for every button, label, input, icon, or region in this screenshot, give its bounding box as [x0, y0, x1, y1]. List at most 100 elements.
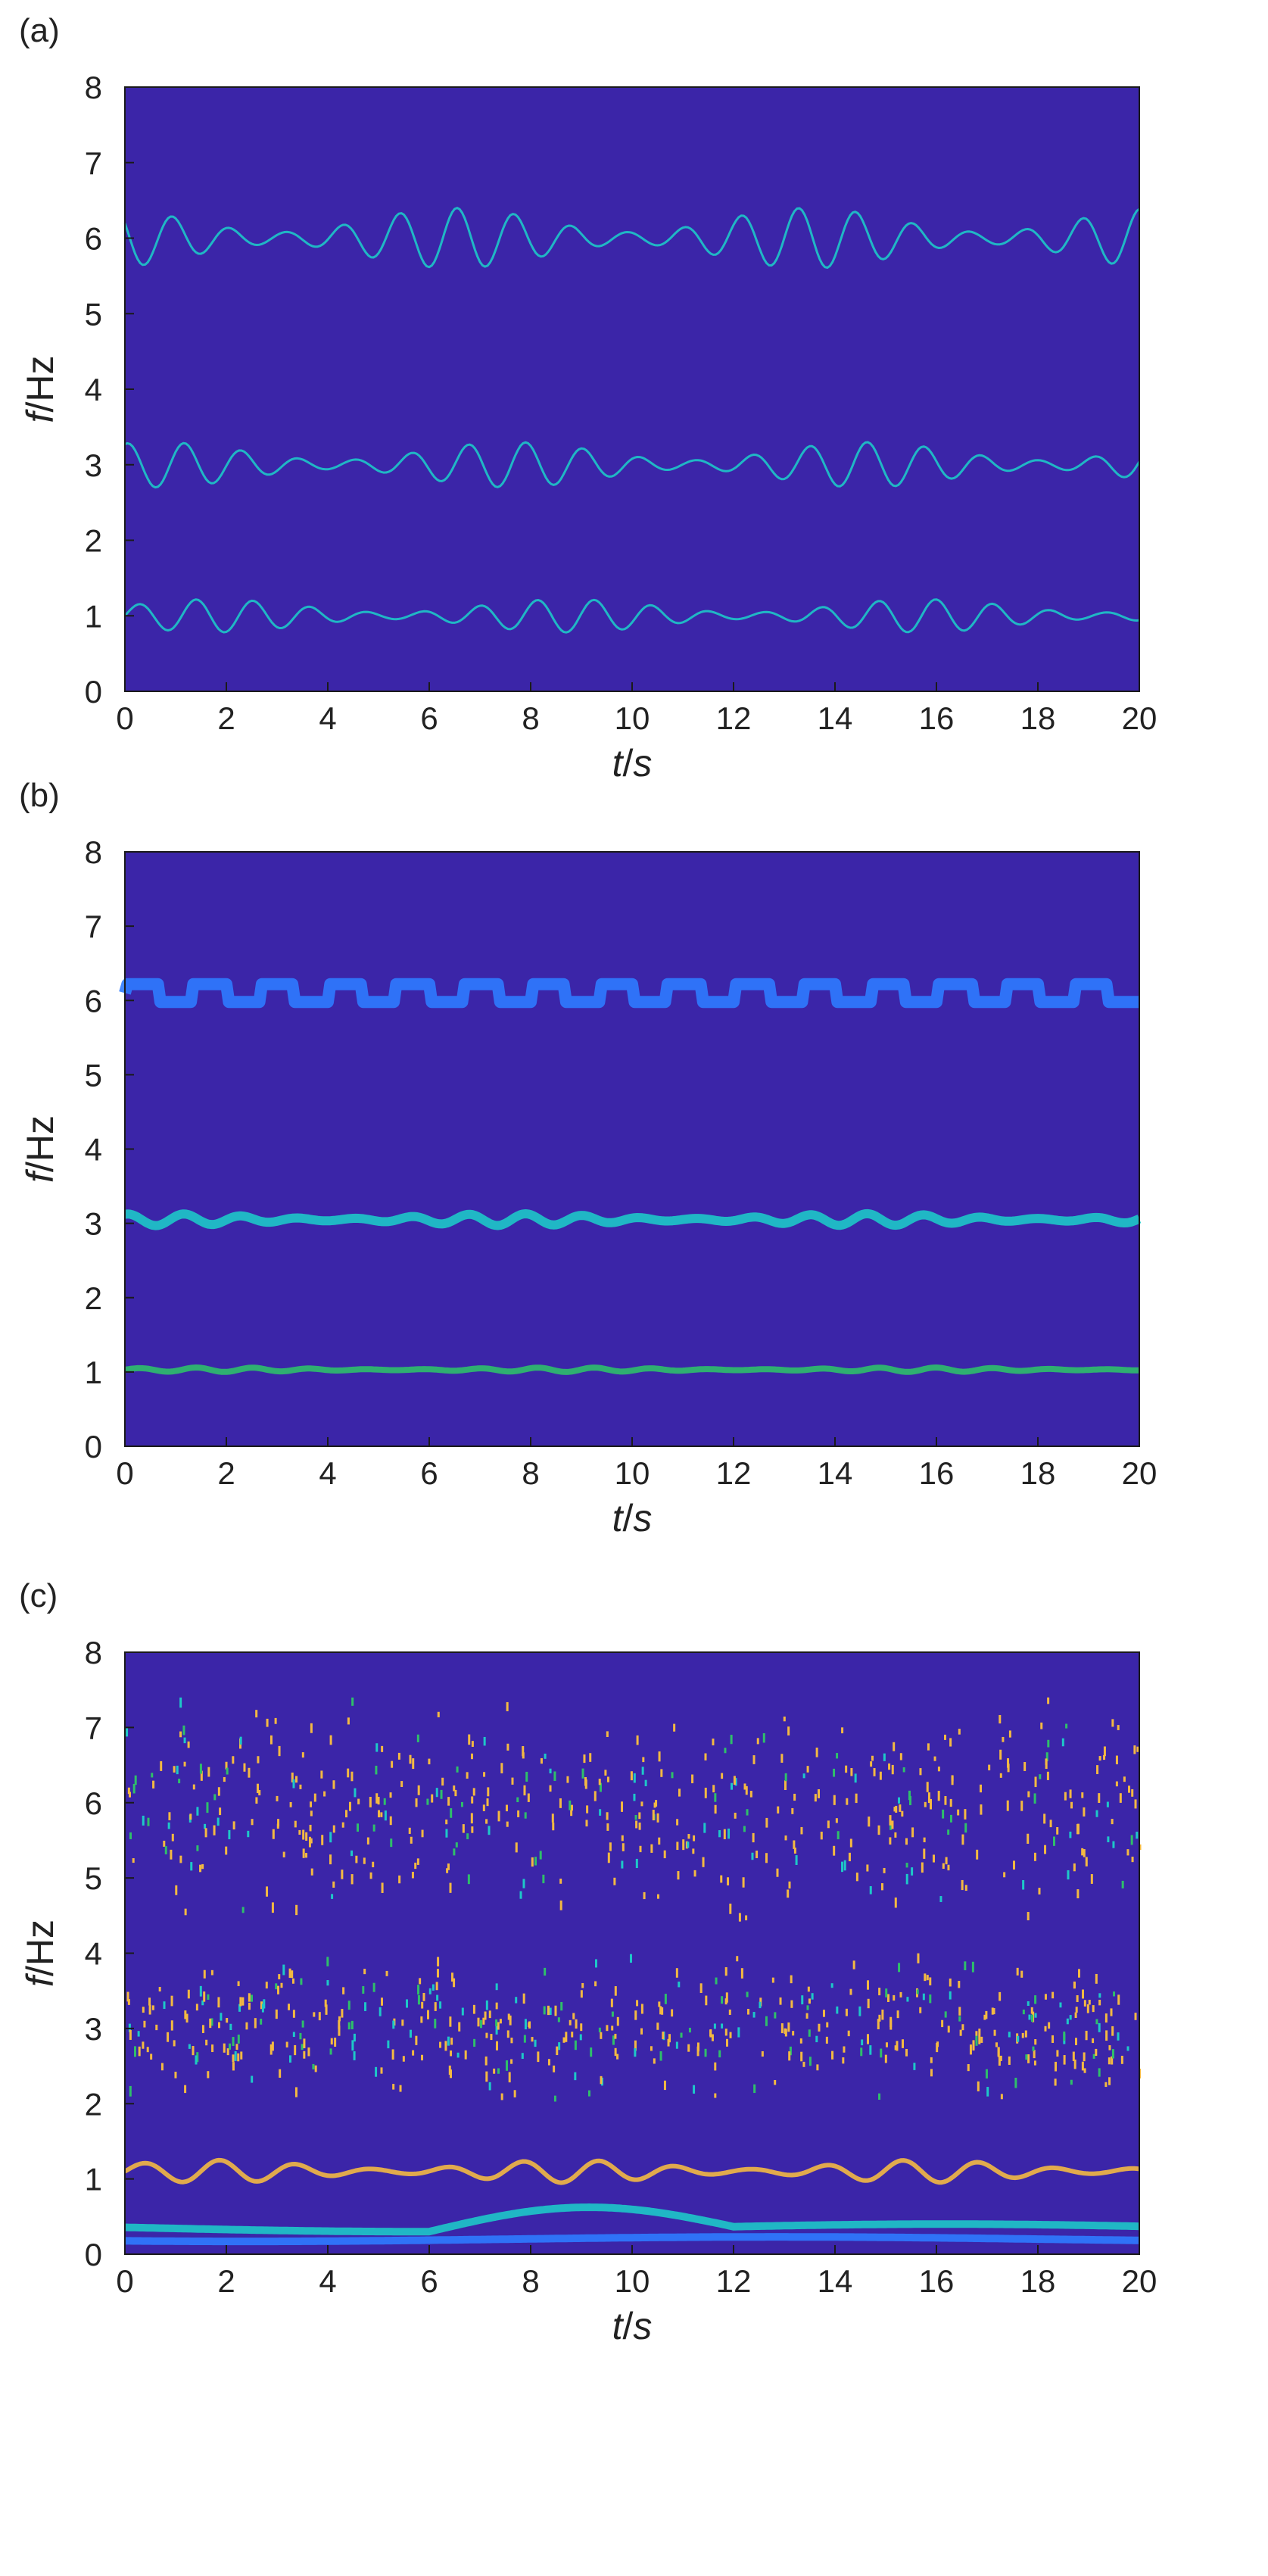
- ridge-dot: [870, 1761, 873, 1767]
- ridge-dot: [808, 2029, 811, 2037]
- y-tick-label: 5: [85, 1860, 102, 1896]
- y-tick-label: 6: [85, 983, 102, 1018]
- ridge-dot: [506, 1701, 509, 1711]
- ridge-dot: [917, 1953, 920, 1963]
- ridge-dot: [148, 2004, 151, 2015]
- ridge-dot: [959, 2029, 962, 2036]
- plot-area: [125, 852, 1139, 1446]
- ridge-dot: [1040, 1722, 1043, 1729]
- ridge-dot: [808, 2057, 812, 2066]
- ridge-dot: [495, 2045, 498, 2051]
- ridge-dot: [893, 1807, 896, 1812]
- ridge-dot: [392, 2084, 395, 2090]
- ridge-dot: [148, 1997, 151, 2006]
- ridge-dot: [142, 2007, 145, 2013]
- ridge-dot: [727, 1877, 730, 1885]
- ridge-dot: [964, 1809, 967, 1820]
- ridge-dot: [160, 1760, 163, 1771]
- ridge-dot: [380, 1997, 383, 2006]
- ridge-dot: [416, 1858, 419, 1865]
- ridge-dot: [282, 1851, 285, 1857]
- ridge-dot: [992, 2008, 995, 2015]
- ridge-dot: [1045, 1752, 1048, 1761]
- ridge-dot: [901, 1810, 904, 1817]
- ridge-dot: [606, 1731, 609, 1737]
- ridge-dot: [203, 1991, 206, 2002]
- ridge-dot: [942, 1809, 945, 1819]
- ridge-dot: [1043, 1813, 1046, 1824]
- ridge-dot: [621, 1860, 624, 1869]
- ridge-dot: [1095, 2048, 1098, 2057]
- ridge-dot: [456, 1766, 459, 1773]
- ridge-dot: [866, 1864, 869, 1872]
- ridge-dot: [606, 2025, 609, 2032]
- ridge-line: [123, 207, 1140, 269]
- plot-area: [125, 87, 1139, 691]
- y-tick-label: 5: [85, 296, 102, 332]
- ridge-dot: [416, 1734, 419, 1742]
- ridge-dot: [1059, 2002, 1062, 2008]
- ridge-dot: [183, 1737, 186, 1744]
- ridge-dot: [302, 1848, 305, 1858]
- ridge-dot: [291, 1772, 294, 1782]
- ridge-dot: [547, 2005, 550, 2016]
- ridge-dot: [1033, 1793, 1036, 1804]
- ridge-dot: [1073, 2059, 1076, 2069]
- ridge-dot: [991, 2007, 994, 2015]
- ridge-dot: [891, 1820, 894, 1829]
- y-tick-label: 1: [85, 2162, 102, 2197]
- ridge-dot: [342, 1987, 345, 1994]
- ridge-dot: [658, 2001, 661, 2007]
- ridge-dot: [310, 1868, 313, 1876]
- ridge-dot: [802, 1773, 805, 1779]
- ridge-dot: [310, 1838, 313, 1844]
- ridge-dot: [243, 1763, 246, 1772]
- x-tick-label: 8: [522, 700, 539, 736]
- ridge-dot: [1121, 1880, 1124, 1888]
- ridge-dot: [833, 1845, 836, 1856]
- ridge-dot: [483, 1736, 486, 1746]
- ridge-dot: [765, 2016, 768, 2026]
- ridge-dot: [237, 2053, 240, 2062]
- ridge-dot: [898, 1797, 901, 1804]
- ridge-dot: [868, 1817, 871, 1827]
- ridge-dot: [673, 1723, 676, 1732]
- ridge-dot: [310, 1810, 313, 1817]
- ridge-dot: [523, 1785, 526, 1796]
- ridge-dot: [957, 1809, 960, 1816]
- ridge-dot: [728, 2009, 731, 2015]
- ridge-dot: [338, 2016, 341, 2022]
- ridge-dot: [1056, 2050, 1059, 2057]
- ridge-dot: [505, 2060, 508, 2071]
- ridge-dot: [899, 1991, 902, 1997]
- ridge-dot: [473, 2038, 476, 2047]
- x-tick-label: 6: [420, 700, 438, 736]
- x-tick-label: 4: [319, 700, 336, 736]
- ridge-dot: [275, 1983, 278, 1990]
- ridge-dot: [199, 1985, 202, 1997]
- ridge-dot: [885, 2042, 888, 2047]
- ridge-dot: [1098, 1793, 1101, 1803]
- ridge-dot: [818, 2023, 821, 2032]
- ridge-dot: [1075, 2007, 1078, 2013]
- ridge-dot: [751, 1852, 754, 1860]
- ridge-dot: [761, 2051, 764, 2057]
- ridge-dot: [256, 1783, 259, 1794]
- ridge-dot: [482, 1804, 485, 1811]
- ridge-dot: [784, 1835, 787, 1841]
- ridge-dot: [138, 2046, 141, 2057]
- ridge-dot: [930, 2069, 933, 2077]
- ridge-dot: [329, 1854, 332, 1865]
- ridge-dot: [314, 2065, 317, 2072]
- ridge-dot: [848, 1852, 851, 1862]
- ridge-dot: [1061, 1738, 1064, 1747]
- ridge-dot: [421, 1829, 424, 1838]
- ridge-dot: [575, 2019, 578, 2029]
- ridge-dot: [692, 1848, 695, 1854]
- ridge-dot: [622, 1843, 625, 1851]
- ridge-dot: [930, 2057, 933, 2063]
- ridge-dot: [693, 2085, 696, 2094]
- ridge-dot: [369, 1796, 372, 1807]
- ridge-dot: [877, 2019, 880, 2029]
